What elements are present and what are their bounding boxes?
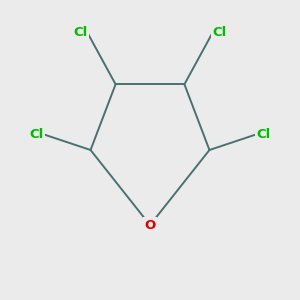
Text: Cl: Cl — [213, 26, 227, 39]
Text: Cl: Cl — [29, 128, 44, 141]
Text: O: O — [144, 219, 156, 232]
Text: Cl: Cl — [73, 26, 87, 39]
Text: Cl: Cl — [256, 128, 271, 141]
